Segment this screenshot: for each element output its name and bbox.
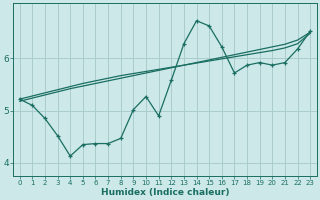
X-axis label: Humidex (Indice chaleur): Humidex (Indice chaleur) xyxy=(101,188,229,197)
